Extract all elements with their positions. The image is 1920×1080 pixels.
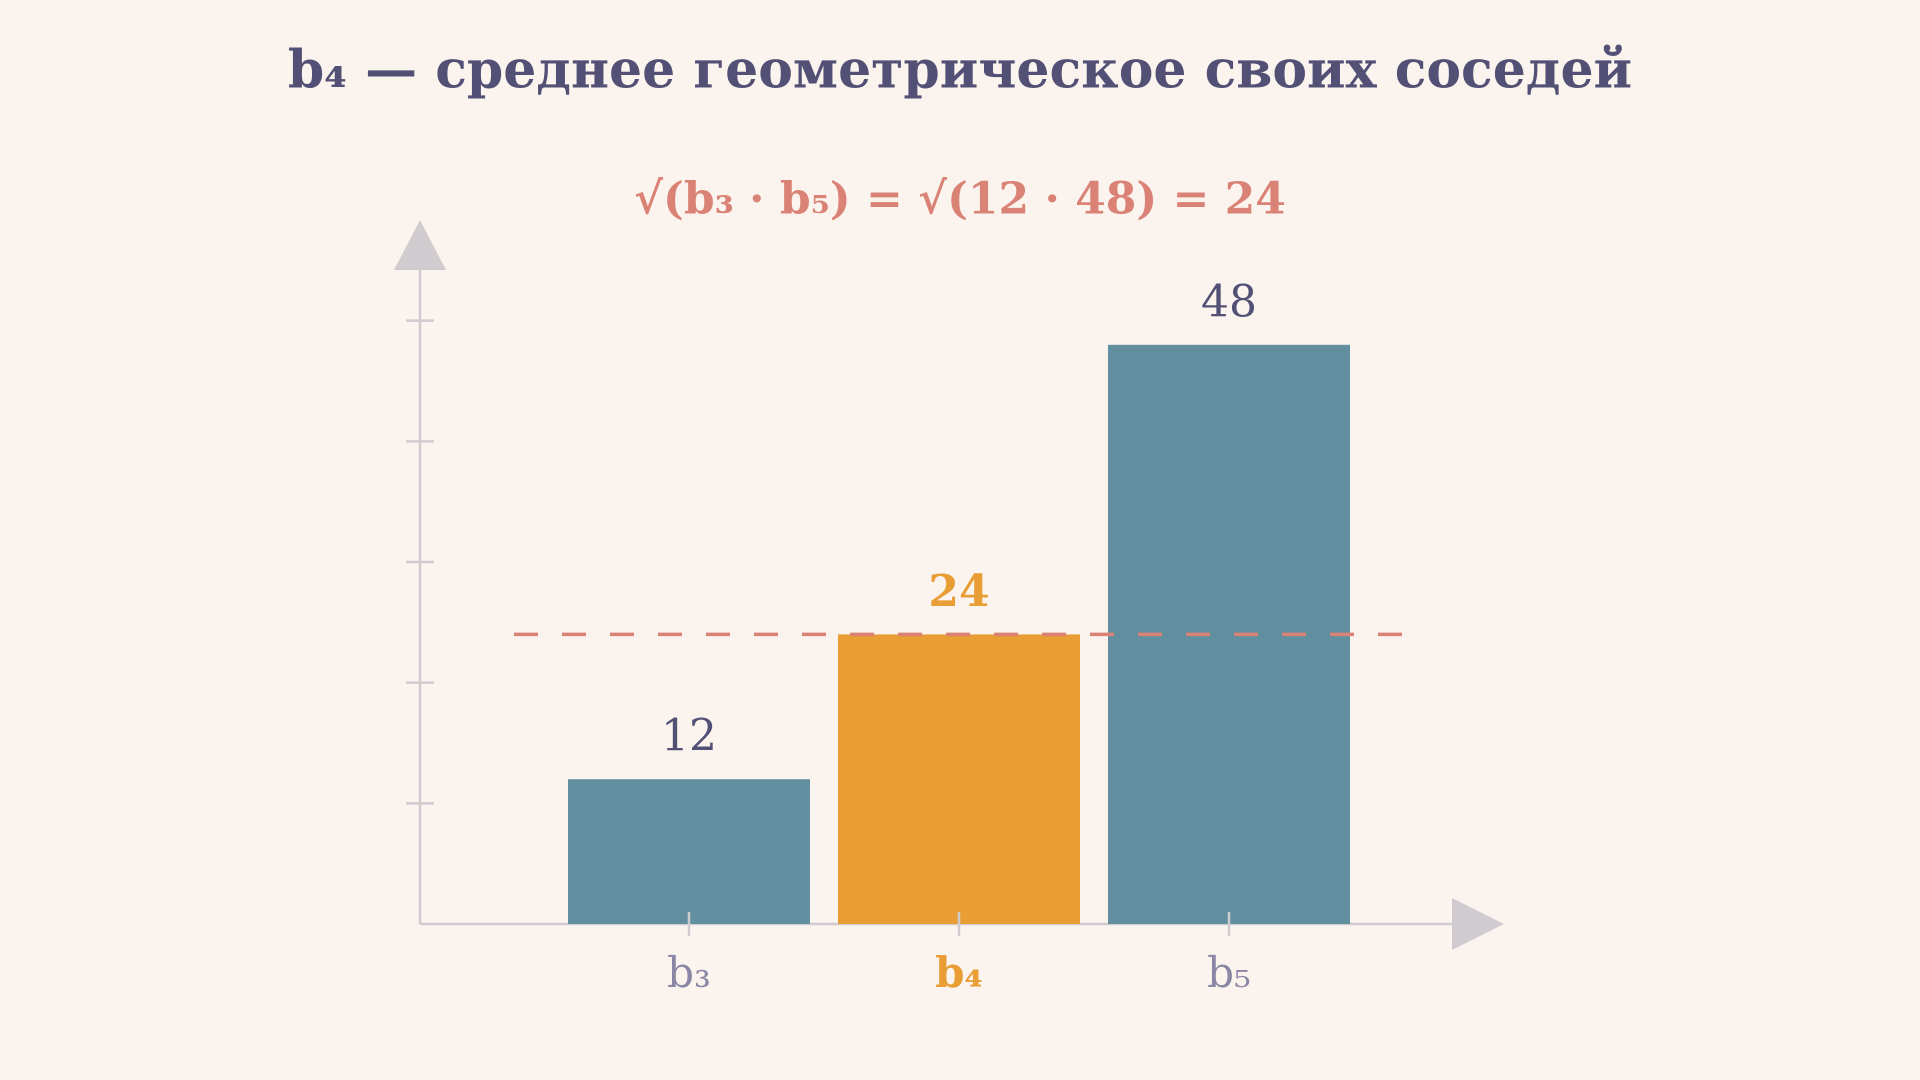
x-tick-label: b₄ <box>935 948 983 997</box>
x-axis-arrow <box>1452 898 1504 950</box>
y-axis-arrow <box>394 220 446 270</box>
chart-title: b₄ — среднее геометрическое своих соседе… <box>288 40 1632 101</box>
value-label: 48 <box>1201 276 1257 327</box>
bar <box>838 634 1080 924</box>
chart-subtitle: √(b₃ · b₅) = √(12 · 48) = 24 <box>634 174 1286 225</box>
value-label: 12 <box>661 711 717 762</box>
x-tick-label: b₃ <box>667 948 711 997</box>
value-label: 24 <box>928 566 989 617</box>
bar <box>568 779 810 924</box>
x-tick-label: b₅ <box>1207 948 1251 997</box>
